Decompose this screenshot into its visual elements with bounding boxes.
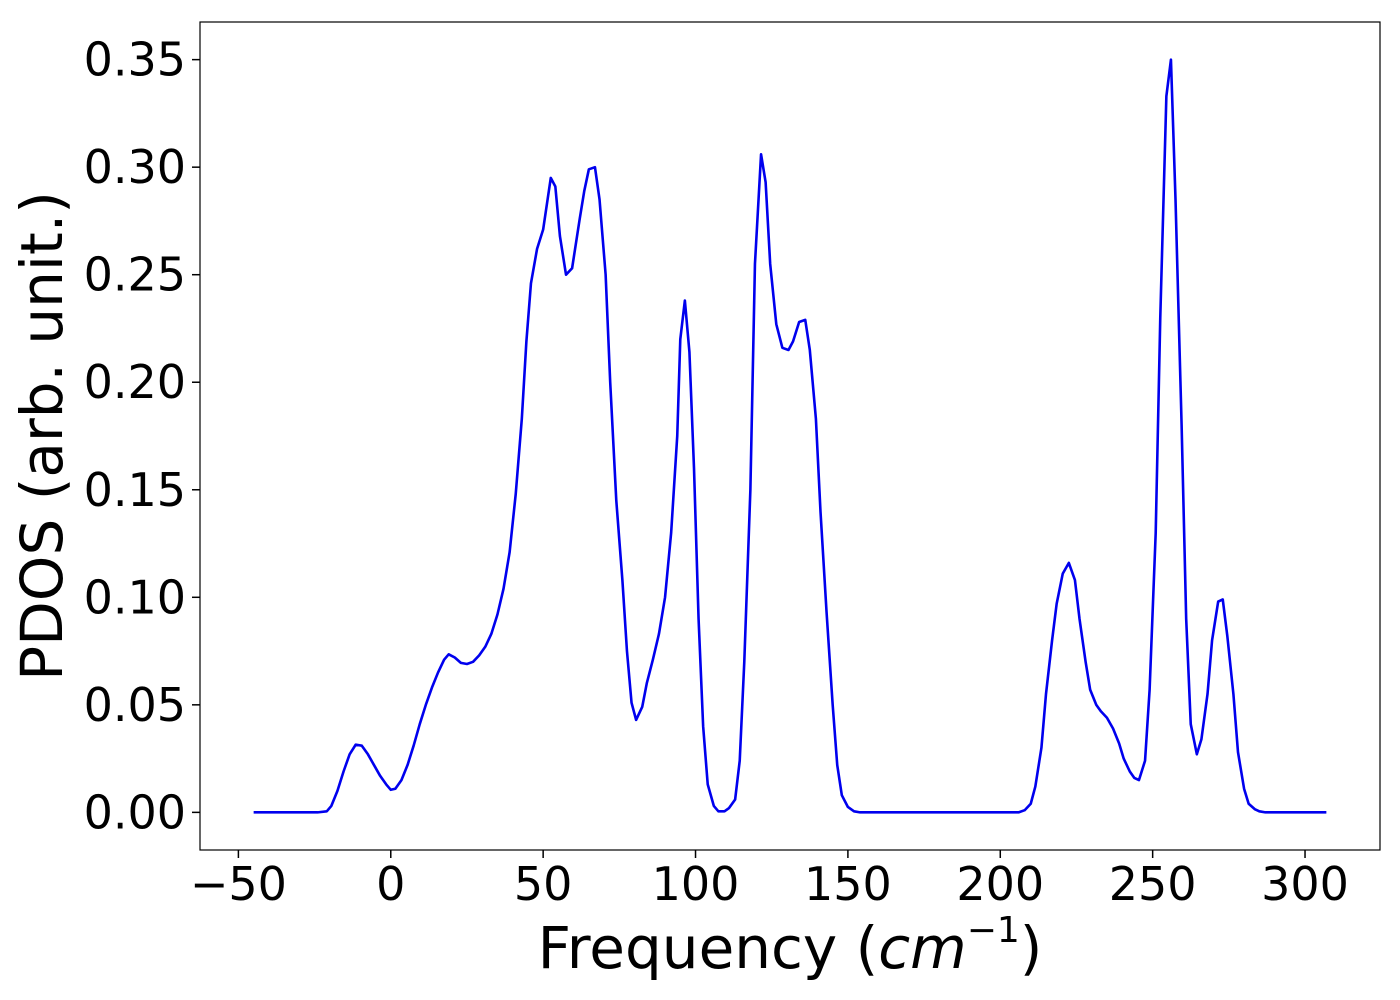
x-tick-label: 200	[956, 857, 1044, 911]
x-tick-label: 50	[514, 857, 573, 911]
y-tick-label: 0.20	[84, 355, 186, 409]
plot-frame	[199, 21, 1381, 851]
x-axis-label-part: −1	[967, 910, 1020, 951]
x-axis-label-part: cm	[878, 914, 966, 982]
x-tick-label: 300	[1261, 857, 1349, 911]
x-axis-label-part: Frequency (	[538, 914, 879, 982]
x-tick-label: −50	[190, 857, 287, 911]
x-axis-label: Frequency (cm−1)	[538, 910, 1043, 982]
x-tick-label: 250	[1109, 857, 1197, 911]
data-line	[253, 58, 1327, 814]
y-tick-label: 0.30	[84, 140, 186, 194]
x-tick-label: 150	[804, 857, 892, 911]
y-tick-label: 0.25	[84, 248, 186, 302]
x-axis-label-part: )	[1020, 914, 1043, 982]
x-tick-label: 100	[652, 857, 740, 911]
y-tick-label: 0.35	[84, 33, 186, 87]
y-tick-label: 0.05	[84, 678, 186, 732]
y-tick-label: 0.00	[84, 785, 186, 839]
y-tick-label: 0.10	[84, 570, 186, 624]
y-tick-label: 0.15	[84, 463, 186, 517]
y-axis-label: PDOS (arb. unit.)	[8, 191, 76, 681]
x-tick-label: 0	[376, 857, 405, 911]
